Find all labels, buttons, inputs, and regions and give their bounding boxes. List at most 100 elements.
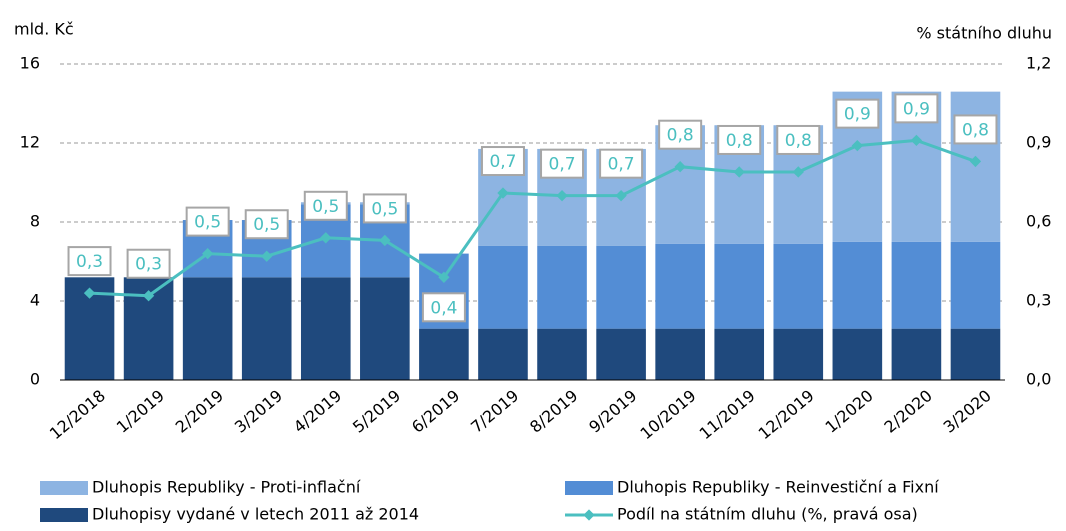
data-label-box	[953, 114, 998, 145]
marker	[969, 155, 982, 168]
bar-segment	[478, 328, 528, 380]
x-tick-label: 12/2019	[755, 386, 818, 443]
legend-label: Dluhopis Republiky - Proti-inflační	[92, 478, 361, 497]
data-label-box	[776, 124, 821, 155]
x-tick-label: 2/2019	[172, 386, 227, 437]
bar-segment	[596, 245, 646, 329]
data-label: 0,5	[194, 213, 221, 233]
bar-segment	[300, 277, 351, 380]
marker	[792, 166, 804, 178]
x-tick-label: 4/2019	[290, 386, 345, 437]
y2-tick-label: 0,0	[1026, 370, 1051, 389]
bar-segment	[241, 277, 292, 380]
data-label-box	[717, 124, 762, 155]
data-label: 0,9	[844, 105, 871, 125]
data-label-box	[540, 148, 585, 179]
y2-axis-title: % státního dluhu	[916, 24, 1052, 43]
y-tick-label: 8	[30, 212, 40, 231]
marker	[142, 290, 155, 302]
x-tick-label: 12/2018	[46, 386, 109, 443]
y-tick-label: 0	[30, 370, 40, 389]
data-label-box	[658, 119, 703, 150]
bar-segment	[537, 328, 587, 380]
bar-segment	[419, 328, 469, 380]
data-label: 0,8	[667, 126, 694, 146]
line	[89, 138, 976, 298]
bar-segment	[714, 243, 765, 329]
x-tick-label: 1/2019	[113, 386, 168, 437]
bar-segment	[182, 277, 233, 380]
bar-segment	[478, 245, 528, 329]
data-label-box	[185, 206, 230, 237]
bar-segment	[655, 328, 705, 380]
data-label: 0,8	[726, 131, 753, 151]
marker	[674, 161, 686, 173]
bar-segment	[537, 245, 587, 329]
data-label: 0,8	[962, 120, 989, 140]
bar-segment	[655, 243, 705, 329]
x-tick-label: 1/2020	[821, 386, 876, 437]
data-label: 0,5	[371, 199, 398, 219]
marker	[379, 234, 391, 247]
marker	[556, 190, 568, 202]
data-label: 0,9	[903, 99, 930, 119]
marker	[851, 139, 864, 152]
x-tick-label: 9/2019	[585, 386, 640, 437]
marker	[733, 166, 745, 178]
y2-tick-label: 0,9	[1026, 133, 1051, 152]
bar-segment	[891, 328, 942, 380]
data-label: 0,7	[489, 152, 516, 172]
x-tick-label: 2/2020	[881, 386, 936, 437]
bar-segment	[950, 241, 1001, 329]
data-label: 0,5	[312, 197, 339, 217]
data-label-box	[67, 246, 112, 277]
x-tick-label: 7/2019	[467, 386, 522, 437]
legend-swatch	[40, 508, 88, 522]
data-label-box	[480, 146, 525, 177]
data-label: 0,5	[253, 215, 280, 235]
legend-label: Podíl na státním dluhu (%, pravá osa)	[617, 505, 918, 524]
data-label: 0,3	[135, 255, 162, 275]
legend-label: Dluhopis Republiky - Reinvestiční a Fixn…	[617, 478, 939, 497]
data-label: 0,8	[785, 131, 812, 151]
y-tick-label: 4	[30, 291, 40, 310]
bar-segment	[832, 328, 883, 380]
y-tick-label: 12	[20, 133, 40, 152]
bar-segment	[360, 277, 410, 380]
x-tick-label: 6/2019	[408, 386, 463, 437]
marker	[201, 247, 214, 260]
marker	[615, 190, 627, 202]
bar-segment	[832, 241, 883, 329]
legend-marker	[583, 509, 595, 521]
data-label-box	[599, 148, 644, 179]
data-label-box	[894, 93, 939, 124]
legend-label: Dluhopisy vydané v letech 2011 až 2014	[92, 505, 419, 524]
x-tick-label: 10/2019	[636, 386, 699, 443]
y2-tick-label: 0,6	[1026, 212, 1051, 231]
data-label-box	[244, 209, 289, 240]
legend-swatch	[40, 481, 88, 495]
x-tick-label: 5/2019	[349, 386, 404, 437]
x-tick-label: 3/2020	[940, 386, 995, 437]
data-label: 0,7	[608, 155, 635, 175]
y-axis-title: mld. Kč	[14, 20, 74, 39]
y-tick-label: 16	[20, 54, 40, 73]
bar-segment	[773, 328, 824, 380]
marker	[497, 187, 509, 199]
data-label: 0,4	[430, 298, 457, 318]
legend-swatch	[565, 481, 613, 495]
x-tick-label: 3/2019	[231, 386, 286, 437]
y2-tick-label: 0,3	[1026, 291, 1051, 310]
x-tick-label: 8/2019	[526, 386, 581, 437]
bar-segment	[773, 243, 824, 329]
data-label-box	[303, 190, 348, 221]
bar-segment	[891, 241, 942, 329]
data-label-box	[835, 98, 880, 129]
marker	[910, 134, 923, 147]
data-label-box	[362, 193, 407, 224]
marker	[438, 271, 450, 283]
marker	[320, 232, 332, 244]
bar-segment	[714, 328, 765, 380]
bar-segment	[950, 328, 1001, 380]
